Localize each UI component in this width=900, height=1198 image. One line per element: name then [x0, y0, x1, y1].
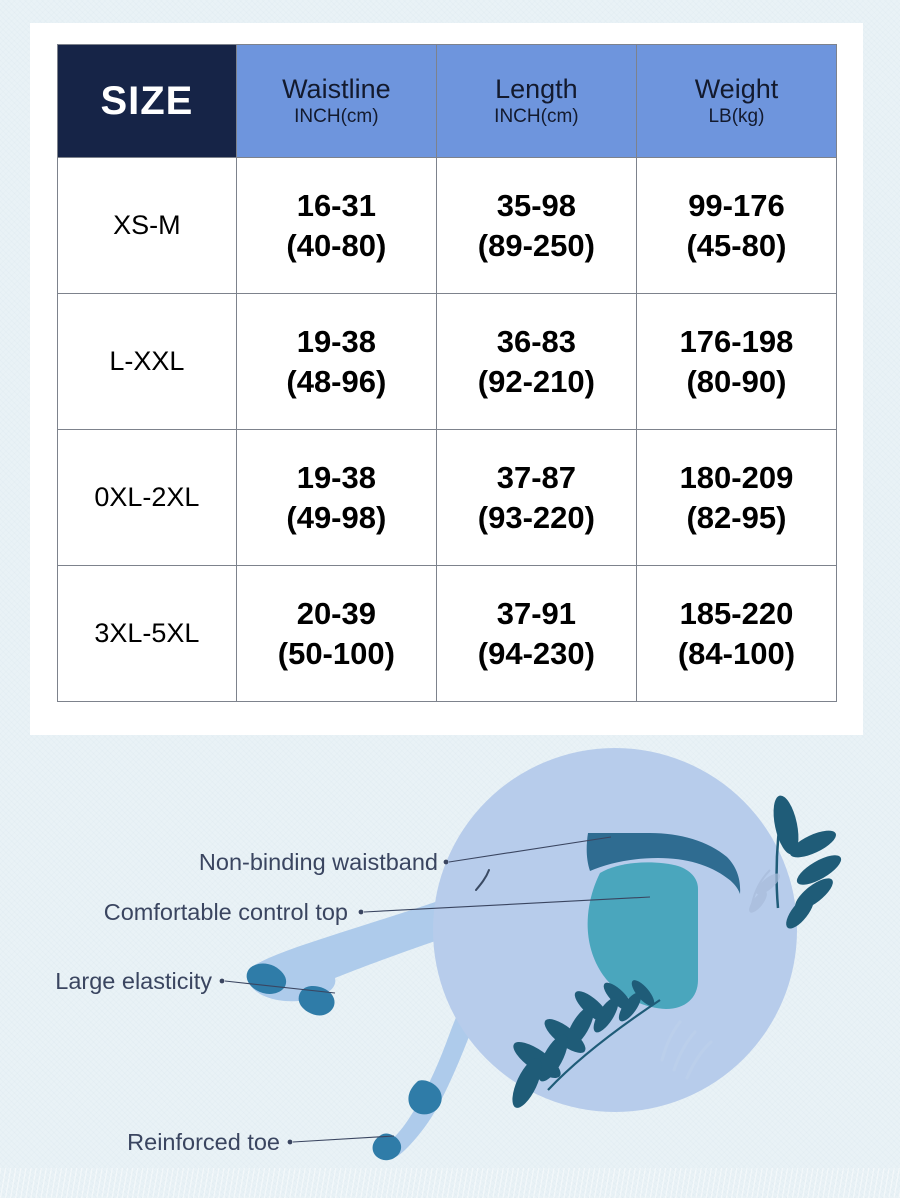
svg-text:Non-binding waistband: Non-binding waistband: [199, 849, 438, 875]
svg-text:Large elasticity: Large elasticity: [55, 968, 212, 994]
svg-text:Reinforced toe: Reinforced toe: [127, 1129, 280, 1155]
svg-text:Comfortable control top: Comfortable control top: [104, 899, 348, 925]
